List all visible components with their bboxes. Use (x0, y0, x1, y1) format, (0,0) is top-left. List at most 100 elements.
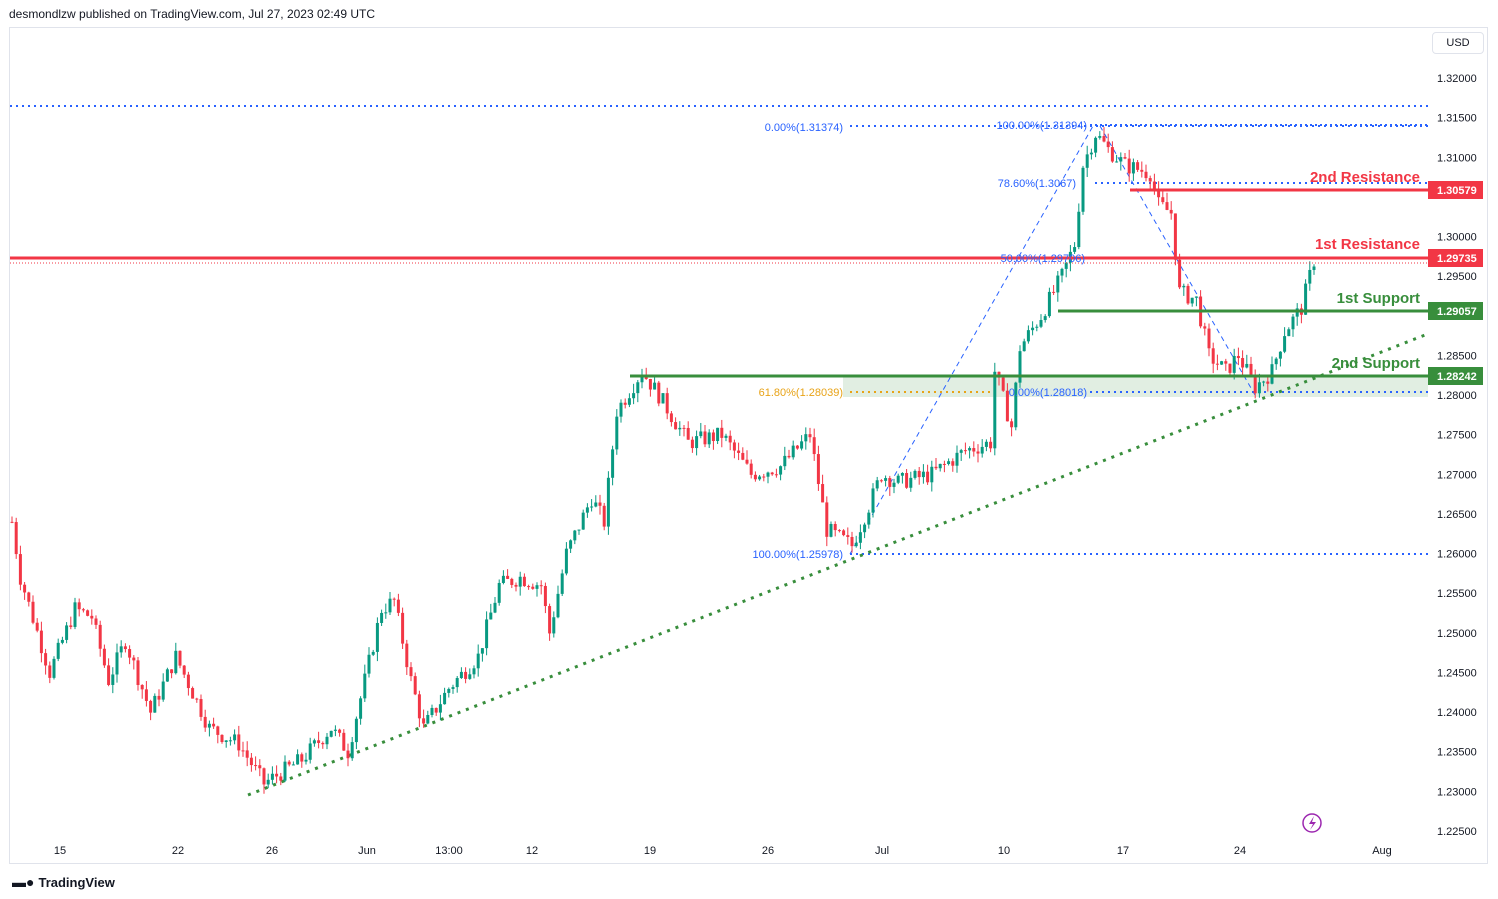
candle-body (501, 575, 505, 583)
currency-button[interactable]: USD (1432, 32, 1484, 54)
time-axis[interactable]: 15 22 26 Jun 13:00 12 19 26 Jul 10 17 24 Aug (54, 845, 1392, 857)
x-tick-label: 26 (266, 845, 278, 857)
candle-body (917, 470, 921, 478)
candle-body (1136, 162, 1140, 170)
candle-body (518, 576, 522, 587)
x-tick-label: Jun (358, 845, 376, 857)
candle-body (1262, 381, 1266, 383)
candle-body (144, 689, 148, 701)
candle-body (564, 548, 568, 574)
candle-body (363, 673, 367, 699)
candle-body (401, 612, 405, 644)
candle-body (1182, 285, 1186, 288)
candle-body (174, 650, 178, 674)
candle-body (153, 695, 157, 713)
candle-body (304, 759, 308, 762)
resistance-1-tag: 1.29735 (1437, 253, 1477, 265)
support-1-label: 1st Support (1337, 290, 1420, 307)
candle-body (556, 593, 560, 618)
candle-body (65, 625, 69, 640)
candle-body (447, 688, 451, 693)
candle-body (552, 617, 556, 634)
candle-body (434, 707, 438, 713)
candle-body (10, 521, 14, 523)
candle-body (161, 681, 165, 700)
fib-label: 0.00%(1.28018) (1009, 387, 1087, 399)
candle-body (527, 586, 531, 588)
candle-body (833, 523, 837, 531)
candle-body (1266, 381, 1270, 384)
candle-body (472, 668, 476, 675)
candle-body (560, 573, 564, 594)
candle-body (1152, 181, 1156, 190)
candle-body (1283, 336, 1287, 352)
candle-body (1043, 316, 1047, 321)
candle-body (816, 454, 820, 485)
candle-body (426, 714, 430, 724)
candle-body (199, 699, 203, 717)
candle-body (1123, 157, 1127, 159)
candle-body (178, 650, 182, 666)
candle-body (506, 575, 510, 579)
candle-body (1026, 330, 1030, 342)
candle-body (254, 765, 258, 767)
publish-header: desmondlzw published on TradingView.com,… (9, 7, 375, 21)
support-zone (843, 376, 1428, 397)
candle-body (1085, 154, 1089, 168)
candle-body (44, 653, 48, 666)
candle-body (1224, 361, 1228, 364)
x-tick-label: 17 (1117, 845, 1129, 857)
tradingview-logo[interactable]: ▬● TradingView (12, 874, 115, 890)
x-tick-label: 13:00 (435, 845, 463, 857)
candle-body (766, 472, 770, 477)
candle-body (825, 502, 829, 537)
candle-body (993, 371, 997, 449)
candle-body (1148, 178, 1152, 182)
candle-body (661, 393, 665, 404)
candle-body (711, 432, 715, 442)
candle-body (1207, 328, 1211, 349)
chart-frame[interactable] (9, 27, 1488, 864)
candle-body (585, 507, 589, 513)
candle-body (228, 740, 232, 742)
candle-body (695, 436, 699, 449)
candle-body (1106, 141, 1110, 148)
candle-body (296, 754, 300, 765)
candle-body (1203, 326, 1207, 329)
candle-body (531, 586, 535, 589)
candle-body (325, 736, 329, 745)
ascending-trendline[interactable] (247, 333, 1426, 797)
candle-body (779, 466, 783, 475)
candle-body (1089, 152, 1093, 155)
candle-body (241, 750, 245, 752)
candle-body (535, 585, 539, 589)
candle-body (14, 522, 18, 555)
candle-body (1119, 157, 1123, 162)
candle-body (317, 740, 321, 743)
candle-body (875, 480, 879, 489)
candle-body (1052, 291, 1056, 293)
resistance-2-tag: 1.30579 (1437, 185, 1477, 197)
candle-body (854, 542, 858, 547)
candle-body (581, 512, 585, 530)
lightning-icon[interactable] (1302, 813, 1322, 833)
candle-body (207, 723, 211, 728)
candle-body (224, 740, 228, 742)
candle-body (871, 488, 875, 513)
candle-body (279, 776, 283, 781)
candle-body (258, 765, 262, 769)
y-tick-label: 1.28000 (1437, 390, 1477, 402)
price-axis[interactable]: 1.32000 1.31500 1.31000 1.30000 1.29500 1.285… (1437, 73, 1477, 838)
candle-body (468, 674, 472, 679)
candle-body (514, 584, 518, 587)
x-tick-label: 24 (1234, 845, 1246, 857)
fib-label: 61.80%(1.28039) (759, 387, 843, 399)
candle-body (1274, 358, 1278, 365)
candle-body (270, 773, 274, 780)
fib-label: 50.00%(1.29706) (1001, 253, 1085, 265)
candle-body (308, 743, 312, 760)
candle-body (1308, 269, 1312, 284)
candle-body (590, 506, 594, 508)
candle-body (770, 472, 774, 475)
